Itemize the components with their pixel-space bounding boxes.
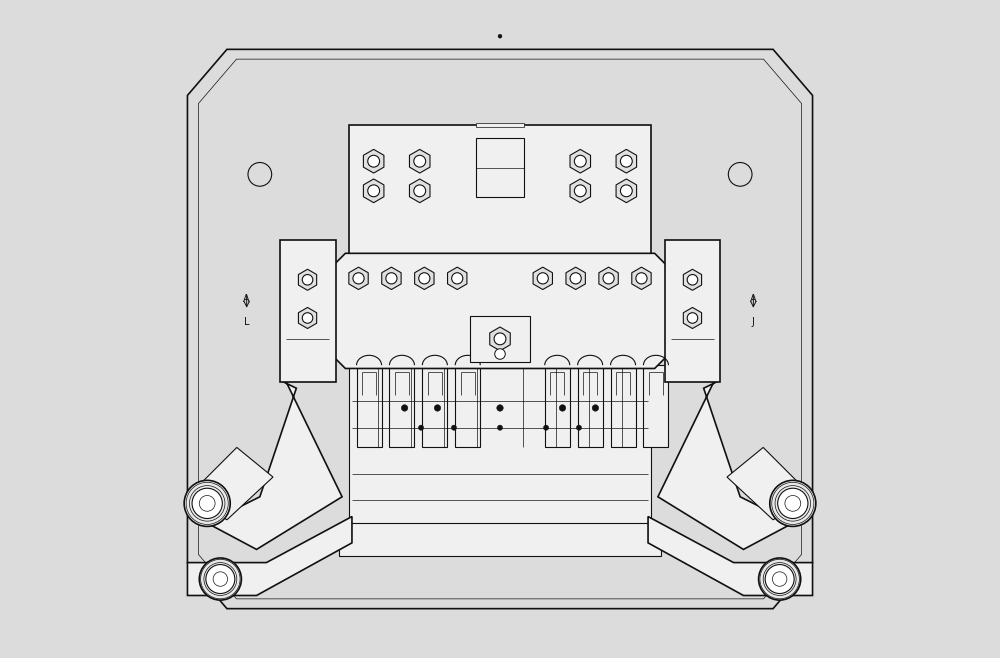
Polygon shape xyxy=(648,517,813,595)
Circle shape xyxy=(543,425,549,430)
Circle shape xyxy=(687,274,698,285)
Polygon shape xyxy=(727,447,809,520)
Circle shape xyxy=(386,272,397,284)
Polygon shape xyxy=(382,267,401,290)
Bar xyxy=(545,365,570,447)
Circle shape xyxy=(559,405,566,411)
Circle shape xyxy=(620,185,632,197)
Circle shape xyxy=(636,272,647,284)
Bar xyxy=(611,365,636,447)
Polygon shape xyxy=(363,179,384,203)
Bar xyxy=(664,240,720,382)
Polygon shape xyxy=(349,267,368,290)
Text: A: A xyxy=(243,294,250,305)
Circle shape xyxy=(620,155,632,167)
Bar xyxy=(476,138,524,197)
Circle shape xyxy=(497,405,503,411)
Polygon shape xyxy=(298,307,317,328)
Circle shape xyxy=(570,272,581,284)
Polygon shape xyxy=(187,517,352,595)
Polygon shape xyxy=(409,179,430,203)
Bar xyxy=(476,123,524,127)
Bar xyxy=(349,125,651,263)
Circle shape xyxy=(353,272,364,284)
Polygon shape xyxy=(683,269,702,290)
Circle shape xyxy=(434,405,441,411)
Polygon shape xyxy=(363,149,384,173)
Polygon shape xyxy=(533,267,552,290)
Circle shape xyxy=(206,565,235,594)
Polygon shape xyxy=(207,375,342,549)
Polygon shape xyxy=(683,307,702,328)
Circle shape xyxy=(765,565,794,594)
Polygon shape xyxy=(448,267,467,290)
Polygon shape xyxy=(191,447,273,520)
Circle shape xyxy=(592,405,599,411)
Circle shape xyxy=(302,313,313,323)
Circle shape xyxy=(199,558,241,600)
Text: J: J xyxy=(752,317,755,328)
Polygon shape xyxy=(409,149,430,173)
Text: L: L xyxy=(244,317,249,328)
Bar xyxy=(455,365,480,447)
Polygon shape xyxy=(566,267,585,290)
Circle shape xyxy=(419,272,430,284)
Bar xyxy=(578,365,603,447)
Circle shape xyxy=(414,155,426,167)
Polygon shape xyxy=(658,375,793,549)
Polygon shape xyxy=(415,267,434,290)
Circle shape xyxy=(494,333,506,345)
Polygon shape xyxy=(570,149,591,173)
Text: A: A xyxy=(750,294,757,305)
Polygon shape xyxy=(616,149,637,173)
Circle shape xyxy=(184,480,230,526)
Polygon shape xyxy=(298,269,317,290)
Polygon shape xyxy=(632,267,651,290)
Polygon shape xyxy=(616,179,637,203)
Circle shape xyxy=(687,313,698,323)
Bar xyxy=(280,240,336,382)
Circle shape xyxy=(401,405,408,411)
Circle shape xyxy=(302,274,313,285)
Circle shape xyxy=(498,34,502,38)
Circle shape xyxy=(368,185,380,197)
Bar xyxy=(389,365,414,447)
Circle shape xyxy=(495,349,505,359)
Circle shape xyxy=(574,155,586,167)
Circle shape xyxy=(418,425,424,430)
Bar xyxy=(357,365,382,447)
Circle shape xyxy=(770,480,816,526)
Circle shape xyxy=(759,558,801,600)
Circle shape xyxy=(451,425,457,430)
Polygon shape xyxy=(490,327,510,351)
Bar xyxy=(339,523,661,556)
Circle shape xyxy=(192,488,222,519)
Circle shape xyxy=(497,425,503,430)
Circle shape xyxy=(576,425,582,430)
Circle shape xyxy=(414,185,426,197)
Polygon shape xyxy=(332,253,668,368)
Circle shape xyxy=(537,272,548,284)
Bar xyxy=(422,365,447,447)
Circle shape xyxy=(368,155,380,167)
Bar xyxy=(470,316,530,362)
Polygon shape xyxy=(187,49,813,609)
Polygon shape xyxy=(570,179,591,203)
Bar xyxy=(349,365,651,533)
Circle shape xyxy=(574,185,586,197)
Polygon shape xyxy=(599,267,618,290)
Circle shape xyxy=(778,488,808,519)
Circle shape xyxy=(452,272,463,284)
Bar xyxy=(643,365,668,447)
Circle shape xyxy=(603,272,614,284)
